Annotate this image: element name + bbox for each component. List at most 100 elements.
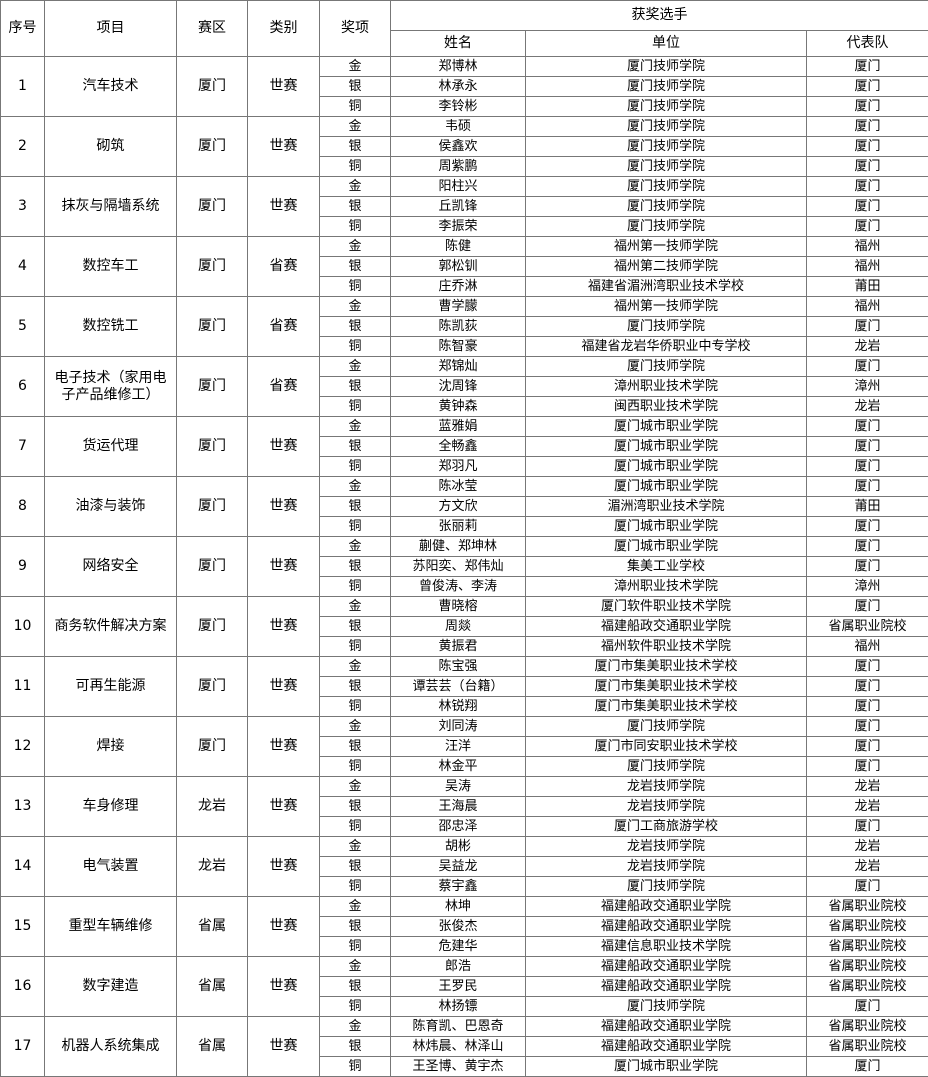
table-row: 4 数控车工 厦门 省赛金陈健 福州第一技师学院 福州 [0,236,928,297]
project-name: 数控铣工 [44,296,177,357]
winner-team: 厦门 [806,876,928,897]
zone: 厦门 [176,716,248,777]
winner-name: 陈健 [390,236,526,257]
winner-team: 龙岩 [806,776,928,797]
award: 金 [319,836,391,857]
winner-name: 黄振君 [390,636,526,657]
table-row: 银陈凯荻 厦门技师学院 厦门 [1,316,928,337]
project-name: 焊接 [44,716,177,777]
award: 铜 [319,216,391,237]
table-row: 7 货运代理 厦门 世赛金蓝雅娟 厦门城市职业学院 厦门 [0,416,928,477]
winner-team: 厦门 [806,436,928,457]
award: 金 [319,656,391,677]
winner-name: 林金平 [390,756,526,777]
serial-number: 3 [0,176,45,237]
winner-team: 漳州 [806,376,928,397]
winner-unit: 福建船政交通职业学院 [525,1036,807,1057]
winner-team: 厦门 [806,116,928,137]
category: 省赛 [247,236,320,297]
table-row: 铜林锐翔 厦门市集美职业技术学校 厦门 [1,696,928,717]
winner-name: 方文欣 [390,496,526,517]
zone: 省属 [176,956,248,1017]
serial-number: 9 [0,536,45,597]
zone: 龙岩 [176,776,248,837]
winner-unit: 厦门技师学院 [525,996,807,1017]
zone: 厦门 [176,236,248,297]
winner-team: 漳州 [806,576,928,597]
award: 铜 [319,396,391,417]
table-row: 铜李振荣 厦门技师学院 厦门 [1,216,928,237]
winner-team: 厦门 [806,516,928,537]
category: 世赛 [247,596,320,657]
award: 银 [319,916,391,937]
winner-name: 郑锦灿 [390,356,526,377]
project-name: 车身修理 [44,776,177,837]
table-row: 银侯鑫欢 厦门技师学院 厦门 [1,136,928,157]
serial-number: 17 [0,1016,45,1077]
zone: 龙岩 [176,836,248,897]
category: 世赛 [247,536,320,597]
header-cell: 类别 [247,0,320,57]
table-row: 银王海晨 龙岩技师学院 龙岩 [1,796,928,817]
award: 金 [319,896,391,917]
winner-team: 厦门 [806,76,928,97]
award: 铜 [319,936,391,957]
category: 省赛 [247,296,320,357]
category: 世赛 [247,836,320,897]
award: 银 [319,856,391,877]
award: 银 [319,496,391,517]
winner-unit: 厦门技师学院 [525,136,807,157]
table-row: 10 商务软件解决方案 厦门 世赛金曹晓榕 厦门软件职业技术学院 厦门 [0,596,928,657]
winner-name: 王圣博、黄宇杰 [390,1056,526,1077]
award: 金 [319,116,391,137]
award: 铜 [319,156,391,177]
winner-team: 厦门 [806,156,928,177]
winner-unit: 漳州职业技术学院 [525,576,807,597]
winner-unit: 厦门技师学院 [525,756,807,777]
winner-team: 莆田 [806,276,928,297]
winner-team: 厦门 [806,556,928,577]
winner-unit: 厦门技师学院 [525,76,807,97]
header-cell: 获奖选手 [390,0,928,31]
header-cell: 代表队 [806,30,928,57]
winner-team: 厦门 [806,216,928,237]
project-name: 砌筑 [44,116,177,177]
table-row: 银郭松钏 福州第二技师学院 福州 [1,256,928,277]
serial-number: 2 [0,116,45,177]
winner-team: 厦门 [806,56,928,77]
winner-team: 厦门 [806,176,928,197]
serial-number: 6 [0,356,45,417]
category: 世赛 [247,416,320,477]
winner-name: 庄乔淋 [390,276,526,297]
winner-name: 危建华 [390,936,526,957]
table-row: 8 油漆与装饰 厦门 世赛金陈冰莹 厦门城市职业学院 厦门 [0,476,928,537]
winner-unit: 福建船政交通职业学院 [525,1016,807,1037]
award: 银 [319,676,391,697]
table-row: 12 焊接 厦门 世赛金刘同涛 厦门技师学院 厦门 [0,716,928,777]
winner-team: 厦门 [806,596,928,617]
award: 铜 [319,276,391,297]
award: 银 [319,1036,391,1057]
winner-name: 陈智豪 [390,336,526,357]
winner-name: 刘同涛 [390,716,526,737]
winner-unit: 龙岩技师学院 [525,796,807,817]
zone: 厦门 [176,56,248,117]
award: 铜 [319,1056,391,1077]
table-row: 6 电子技术（家用电子产品维修工） 厦门 省赛金郑锦灿 厦门技师学院 厦门 [0,356,928,417]
award: 银 [319,376,391,397]
winner-name: 陈育凯、巴恩奇 [390,1016,526,1037]
award: 金 [319,476,391,497]
project-name: 电气装置 [44,836,177,897]
table-row: 铜陈智豪 福建省龙岩华侨职业中专学校 龙岩 [1,336,928,357]
award: 铜 [319,756,391,777]
winner-team: 省属职业院校 [806,916,928,937]
zone: 厦门 [176,476,248,537]
zone: 厦门 [176,416,248,477]
table-row: 银汪洋 厦门市同安职业技术学校 厦门 [1,736,928,757]
winner-team: 厦门 [806,416,928,437]
award: 金 [319,236,391,257]
winner-unit: 厦门技师学院 [525,216,807,237]
winner-unit: 厦门城市职业学院 [525,416,807,437]
serial-number: 13 [0,776,45,837]
table-body: 1 汽车技术 厦门 世赛金郑博林 厦门技师学院 厦门银林承永 厦门技师学院 厦门铜李铃彬 厦门技… [0,56,928,1077]
